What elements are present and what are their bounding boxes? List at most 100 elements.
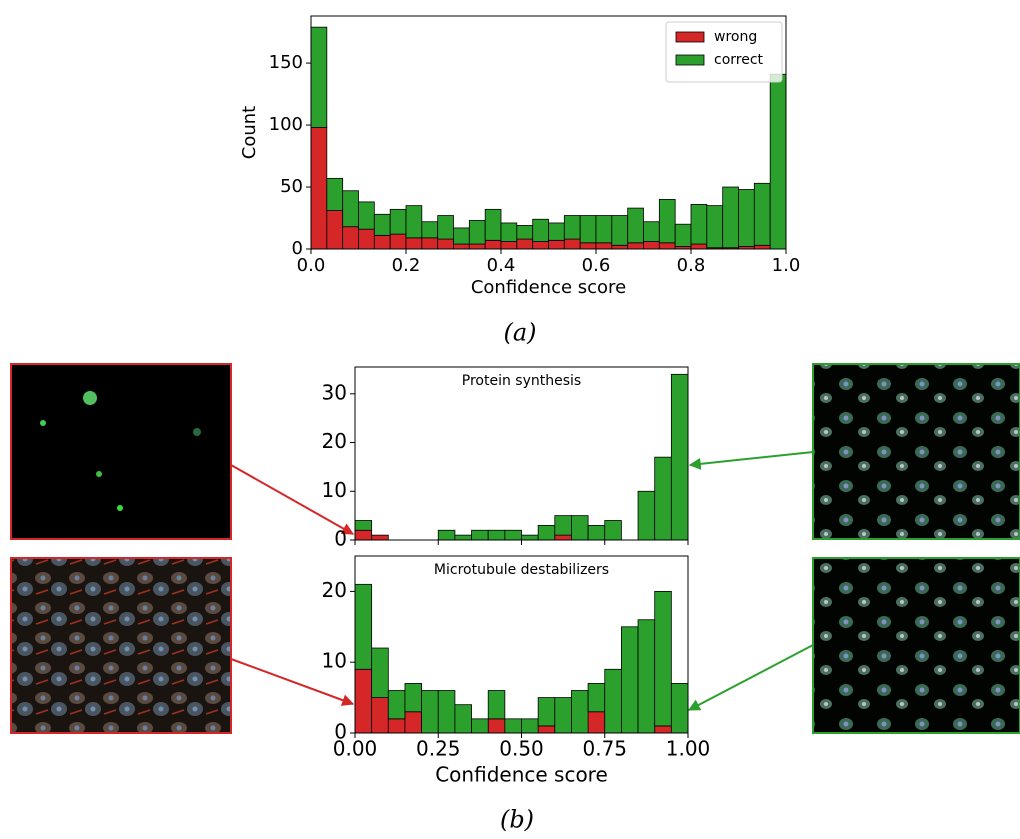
bar	[500, 241, 518, 250]
bar	[371, 534, 389, 541]
x-tick-label: 0.0	[297, 255, 326, 276]
arrow	[687, 644, 814, 711]
legend-swatch	[675, 31, 705, 43]
bar	[769, 73, 787, 250]
y-tick-label: 150	[269, 52, 303, 73]
bar	[504, 718, 522, 734]
bar	[504, 529, 522, 541]
bar	[373, 213, 391, 236]
bar	[621, 626, 639, 734]
bar	[554, 534, 572, 541]
x-tick-label: 1.00	[666, 737, 711, 761]
bar	[371, 697, 389, 734]
image-correct-protein	[812, 363, 1020, 540]
arrow	[230, 464, 355, 535]
bar	[354, 520, 373, 531]
bar	[484, 239, 502, 250]
bar	[421, 221, 439, 239]
bar	[690, 243, 708, 250]
bar	[670, 373, 689, 541]
bar	[521, 718, 539, 734]
caption: (b)	[500, 806, 534, 834]
bar	[706, 205, 724, 249]
bar	[674, 223, 692, 247]
bar	[532, 218, 549, 242]
x-tick-label: 0.00	[333, 737, 378, 761]
bar	[554, 697, 572, 734]
bar	[354, 529, 373, 541]
bar	[437, 215, 454, 240]
bar	[404, 683, 423, 713]
arrows	[230, 451, 814, 711]
y-axis-label: Count	[239, 106, 260, 159]
bar	[405, 237, 423, 250]
bar	[537, 697, 556, 727]
bar	[595, 242, 613, 250]
bar	[627, 242, 644, 250]
bar	[471, 718, 489, 734]
bar	[563, 215, 581, 240]
bar	[421, 237, 439, 250]
bar	[454, 704, 472, 734]
bar	[405, 205, 423, 239]
legend-label: wrong	[714, 29, 757, 45]
bar	[637, 619, 656, 734]
bar	[563, 238, 581, 250]
x-tick-label: 0.50	[499, 737, 544, 761]
image-correct-microtubule	[812, 557, 1020, 734]
bar	[571, 690, 589, 734]
y-tick-label: 0	[334, 527, 347, 551]
y-tick-label: 20	[322, 429, 347, 453]
bar	[437, 238, 454, 250]
bar	[587, 711, 606, 734]
bar	[654, 591, 672, 727]
y-tick-label: 20	[322, 578, 347, 602]
chart: 0 10 20 30 Protein synthesis	[322, 366, 689, 551]
caption: (a)	[503, 319, 536, 347]
bar	[487, 690, 506, 720]
legend-label: correct	[714, 52, 764, 68]
bar	[579, 215, 597, 244]
bar	[537, 524, 556, 541]
bar	[421, 690, 439, 734]
cell	[83, 391, 97, 405]
bar	[471, 529, 489, 541]
bar	[387, 690, 406, 720]
bar	[516, 225, 534, 240]
bar	[658, 242, 676, 250]
bar	[404, 711, 423, 734]
y-tick-label: 10	[322, 478, 347, 502]
bar	[604, 520, 622, 541]
x-tick-label: 0.8	[677, 255, 706, 276]
x-tick-label: 0.4	[487, 255, 516, 276]
bar	[753, 244, 771, 250]
bar	[579, 242, 597, 250]
bar	[738, 189, 755, 247]
bar	[389, 233, 407, 250]
bar	[654, 456, 672, 541]
bar	[437, 529, 456, 541]
bar	[387, 718, 406, 734]
x-tick-label: 0.6	[582, 255, 611, 276]
bar	[342, 190, 359, 228]
bar	[453, 243, 470, 250]
bar	[654, 725, 672, 734]
bar	[611, 215, 629, 246]
bar	[554, 515, 572, 536]
arrow	[230, 658, 355, 706]
arrow	[688, 451, 814, 470]
y-tick-label: 0	[292, 238, 303, 259]
bar	[487, 529, 506, 541]
bar	[611, 244, 629, 250]
image-wrong-protein	[10, 363, 232, 540]
bar	[753, 182, 771, 246]
x-axis-label: Confidence score	[471, 277, 626, 298]
cell	[117, 505, 123, 511]
bar	[358, 201, 375, 230]
bar	[354, 583, 373, 670]
bar	[548, 222, 565, 241]
bar	[690, 203, 708, 245]
bar	[310, 127, 328, 250]
bar	[595, 215, 613, 244]
